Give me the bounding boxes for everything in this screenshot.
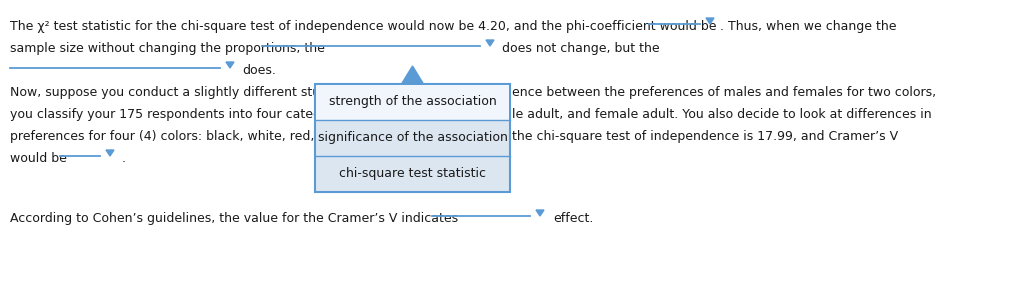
Polygon shape bbox=[486, 40, 494, 46]
Text: chi-square test statistic: chi-square test statistic bbox=[339, 168, 486, 180]
Text: ence between the preferences of males and females for two colors,: ence between the preferences of males an… bbox=[512, 86, 936, 99]
Text: preferences for four (4) colors: black, white, red, a: preferences for four (4) colors: black, … bbox=[10, 130, 326, 143]
Text: sample size without changing the proportions, the: sample size without changing the proport… bbox=[10, 42, 325, 55]
Text: would be: would be bbox=[10, 152, 67, 165]
Text: effect.: effect. bbox=[553, 212, 593, 225]
Text: le adult, and female adult. You also decide to look at differences in: le adult, and female adult. You also dec… bbox=[512, 108, 932, 121]
Text: Now, suppose you conduct a slightly different stud: Now, suppose you conduct a slightly diff… bbox=[10, 86, 328, 99]
Text: The χ² test statistic for the chi-square test of independence would now be 4.20,: The χ² test statistic for the chi-square… bbox=[10, 20, 717, 33]
Text: significance of the association: significance of the association bbox=[317, 131, 508, 145]
Text: . Thus, when we change the: . Thus, when we change the bbox=[720, 20, 896, 33]
Text: does not change, but the: does not change, but the bbox=[502, 42, 659, 55]
Bar bbox=[316, 85, 509, 120]
Polygon shape bbox=[706, 18, 714, 24]
Polygon shape bbox=[536, 210, 544, 216]
Text: According to Cohen’s guidelines, the value for the Cramer’s V indicates: According to Cohen’s guidelines, the val… bbox=[10, 212, 458, 225]
Text: .: . bbox=[122, 152, 126, 165]
Text: does.: does. bbox=[242, 64, 275, 77]
Polygon shape bbox=[401, 66, 424, 84]
Text: you classify your 175 respondents into four catego: you classify your 175 respondents into f… bbox=[10, 108, 329, 121]
Bar bbox=[315, 84, 510, 192]
Text: strength of the association: strength of the association bbox=[329, 95, 497, 109]
Text: the chi-square test of independence is 17.99, and Cramer’s V: the chi-square test of independence is 1… bbox=[512, 130, 898, 143]
Polygon shape bbox=[226, 62, 234, 68]
Polygon shape bbox=[106, 150, 114, 156]
